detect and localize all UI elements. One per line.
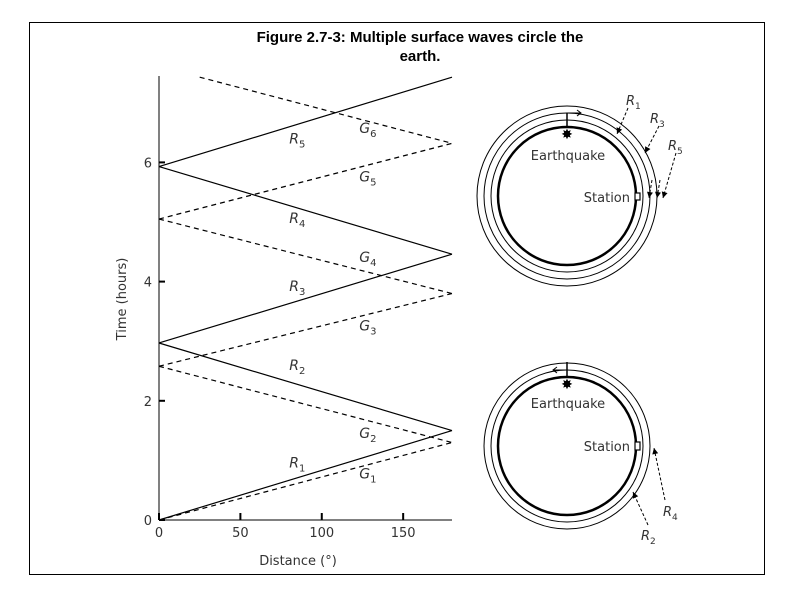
arrow-r5-head [661, 191, 668, 198]
arrow-station-1-head [647, 191, 653, 198]
series-g5 [158, 142, 453, 220]
diagram-label-r4: R4 [663, 505, 678, 523]
station-label-top: Station [584, 191, 630, 206]
wave-label-g1: G1 [359, 466, 376, 485]
y-tick-label: 0 [144, 514, 152, 529]
x-tick-label: 50 [232, 526, 249, 541]
diagram-label-r1: R1 [626, 94, 641, 112]
figure-title-line2: earth. [399, 48, 441, 65]
diagram-label-r2: R2 [641, 529, 656, 547]
y-tick-label: 4 [144, 276, 152, 291]
wave-label-r3: R3 [289, 279, 305, 298]
arrow-r3-head [645, 146, 651, 153]
x-tick-label: 150 [391, 526, 416, 541]
series-g1 [158, 441, 453, 521]
top-wave-arrows [616, 107, 677, 199]
series-g4 [158, 218, 453, 295]
station-marker-bottom [634, 441, 641, 451]
earthquake-star-icon: ✸ [561, 127, 573, 143]
earthquake-star-icon: ✸ [561, 377, 573, 393]
series-r3 [158, 253, 453, 344]
x-tick-label: 100 [309, 526, 334, 541]
series-g2 [158, 365, 453, 444]
x-axis-label: Distance (°) [259, 554, 337, 569]
wave-label-r4: R4 [289, 211, 305, 230]
arrow-r2 [632, 491, 649, 526]
figure-frame [29, 22, 765, 575]
travel-time-chart: 0 50 100 150 0 2 4 6 R1 G1 R2 G2 R3 G3 R4 G4 R5 G5 G6 Dis… [115, 76, 453, 569]
arrow-r5 [662, 152, 677, 199]
wave-label-g4: G4 [359, 250, 376, 269]
diagram-bottom: ✸ Earthquake Station R4 R2 [483, 362, 678, 547]
wave-label-r5: R5 [289, 131, 305, 150]
series-r2 [158, 342, 453, 432]
series-r5 [158, 76, 453, 168]
y-tick-label: 6 [144, 156, 152, 171]
series-r1 [158, 430, 453, 521]
arrow-r2-head [632, 492, 639, 499]
wave-label-g5: G5 [359, 169, 376, 188]
wave-start-arrow-bottom [552, 366, 567, 374]
series-g6 [199, 76, 453, 144]
station-marker-top [634, 192, 641, 201]
arrow-r1-head [616, 127, 623, 134]
bottom-wave-labels: R4 R2 [641, 505, 678, 547]
arrow-station-2-head [655, 191, 661, 198]
wave-label-g6: G6 [359, 121, 376, 140]
earthquake-label-top: Earthquake [531, 149, 605, 164]
figure-title: Figure 2.7-3: Multiple surface waves cir… [120, 28, 720, 66]
arrow-r4-head [652, 448, 659, 455]
chart-series [158, 76, 453, 521]
wave-label-r2: R2 [289, 358, 305, 377]
y-tick-label: 2 [144, 395, 152, 410]
x-tick-label: 0 [155, 526, 163, 541]
wave-label-g3: G3 [359, 318, 376, 337]
series-r4 [158, 165, 453, 255]
station-label-bottom: Station [584, 440, 630, 455]
earthquake-label-bottom: Earthquake [531, 397, 605, 412]
figure-title-line1: Figure 2.7-3: Multiple surface waves cir… [256, 29, 584, 46]
arrow-r4 [653, 447, 666, 501]
chart-labels: R1 G1 R2 G2 R3 G3 R4 G4 R5 G5 G6 [289, 121, 376, 485]
wave-start-arrow-top [567, 109, 582, 117]
wave-label-r1: R1 [289, 456, 305, 475]
chart-axes: 0 50 100 150 0 2 4 6 [144, 76, 452, 541]
bottom-wave-arrows [632, 447, 666, 526]
diagram-label-r3: R3 [650, 112, 665, 130]
wave-label-g2: G2 [359, 426, 376, 445]
y-axis-label: Time (hours) [115, 258, 130, 342]
